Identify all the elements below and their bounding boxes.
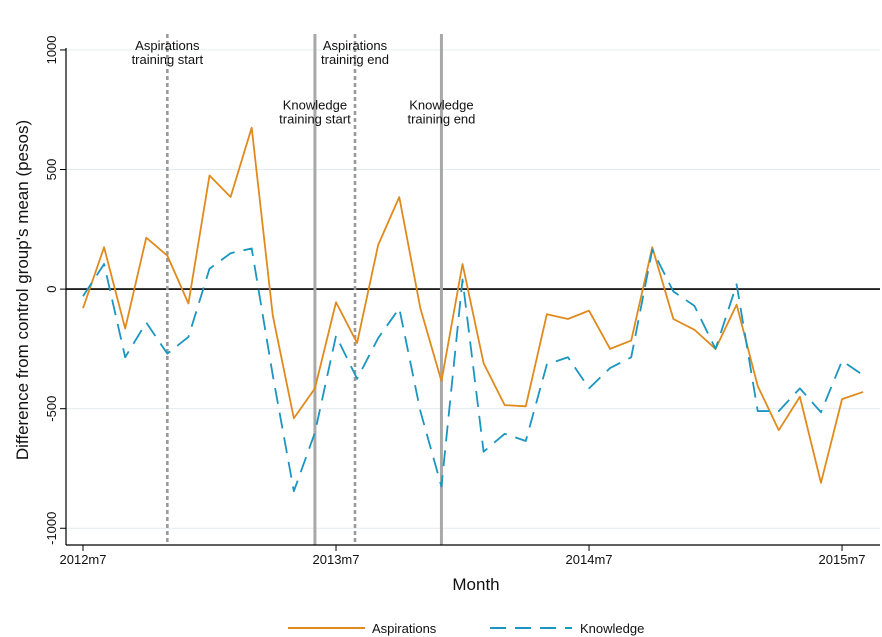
series-layer bbox=[82, 126, 864, 493]
training-label-0-line-0: Aspirations bbox=[135, 38, 200, 53]
y-tick-label: -500 bbox=[44, 396, 59, 422]
training-label-3-line-1: training end bbox=[407, 112, 475, 127]
x-axis-title: Month bbox=[452, 575, 499, 594]
training-label-0-line-1: training start bbox=[132, 52, 204, 67]
x-tick-label: 2012m7 bbox=[60, 552, 107, 567]
y-axis-title: Difference from control group's mean (pe… bbox=[13, 120, 32, 460]
axes: -1000 -500 0 500 1000 2012m7 2013m7 2014m7 2015m… bbox=[44, 35, 880, 567]
training-label-2-line-0: Aspirations bbox=[323, 38, 388, 53]
x-tick-label: 2014m7 bbox=[566, 552, 613, 567]
x-tick-label: 2013m7 bbox=[313, 552, 360, 567]
legend-label-knowledge: Knowledge bbox=[580, 621, 644, 636]
training-label-3-line-0: Knowledge bbox=[409, 98, 473, 113]
grid-layer bbox=[66, 49, 880, 529]
y-tick-label: 500 bbox=[44, 159, 59, 181]
training-label-2-line-1: training end bbox=[321, 52, 389, 67]
x-tick-label: 2015m7 bbox=[819, 552, 866, 567]
y-tick-label: 0 bbox=[44, 285, 59, 292]
y-tick-label: 1000 bbox=[44, 35, 59, 64]
legend-label-aspirations: Aspirations bbox=[372, 621, 437, 636]
series-line-aspirations bbox=[82, 126, 864, 484]
legend: Aspirations Knowledge bbox=[288, 621, 644, 636]
y-tick-label: -1000 bbox=[44, 512, 59, 545]
training-label-1-line-0: Knowledge bbox=[283, 98, 347, 113]
series-line-knowledge bbox=[82, 247, 864, 493]
training-label-1-line-1: training start bbox=[279, 112, 351, 127]
